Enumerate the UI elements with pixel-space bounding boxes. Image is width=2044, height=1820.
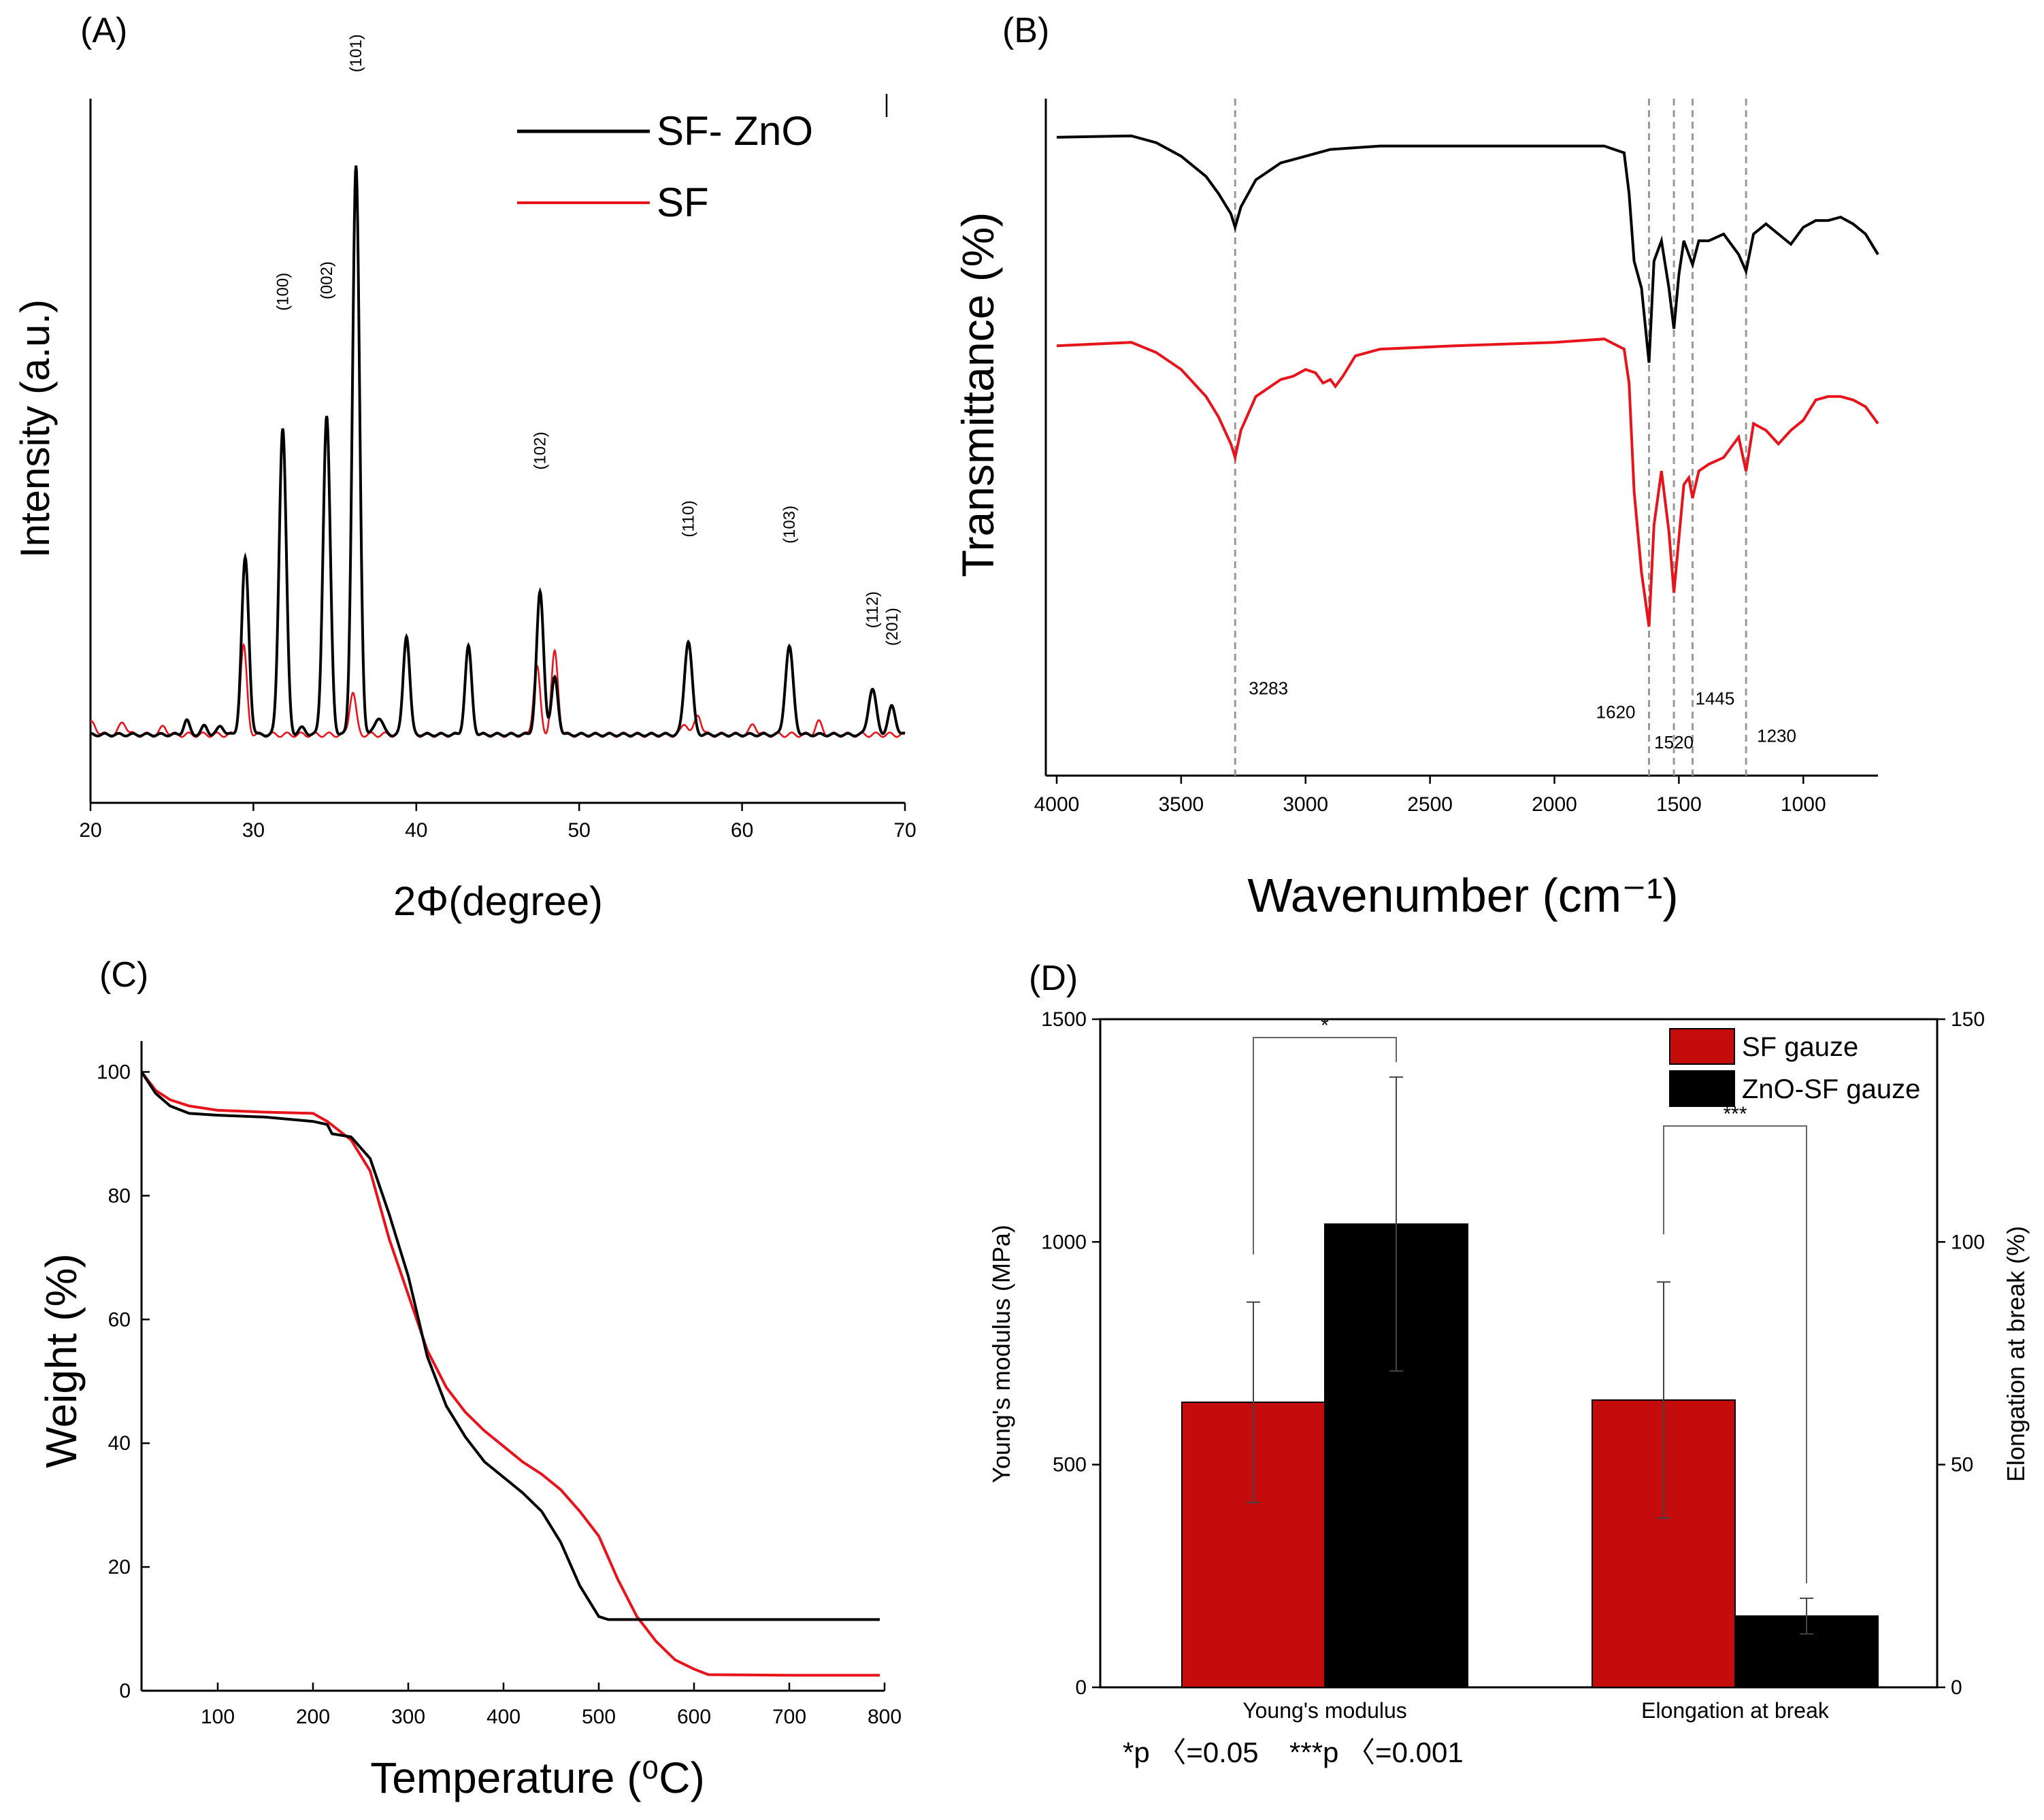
panel-c-series-sf: [140, 1071, 880, 1677]
d-category-label-1: Elongation at break: [1641, 1698, 1830, 1723]
panel-a-x-ticks: 20 30 40 50 60 70: [79, 803, 917, 842]
panel-b-ylabel: Transmittance (%): [953, 212, 1003, 578]
c-ytick-label-80: 80: [108, 1185, 131, 1207]
a-peak-label-6: (112): [863, 591, 882, 628]
d-ytick-label-1500: 1500: [1041, 1008, 1087, 1031]
legend-label-sf-zno: SF- ZnO: [657, 108, 813, 154]
b-wn-label-3283: 3283: [1249, 678, 1288, 699]
b-xtick-label-1500: 1500: [1656, 793, 1702, 816]
panel-b-letter: (B): [1002, 11, 1049, 50]
panel-a-ylabel: Intensity (a.u.): [12, 299, 58, 558]
b-wn-label-1620: 1620: [1596, 701, 1636, 722]
panel-d-category-labels: Young's modulus Elongation at break: [1242, 1698, 1830, 1723]
d-y2tick-label-100: 100: [1951, 1231, 1985, 1253]
d-legend-label-1: ZnO-SF gauze: [1742, 1074, 1920, 1104]
b-xtick-label-2000: 2000: [1532, 793, 1577, 816]
panel-d-y2-ticks: 0 50 100 150: [1937, 1008, 1985, 1699]
panel-d-ylabel: Young's modulus (MPa): [987, 1225, 1015, 1483]
panel-b-x-ticks: 4000 3500 3000 2500 2000 1500 1000: [1034, 776, 1826, 816]
panel-c-xlabel: Temperature (⁰C): [370, 1753, 705, 1802]
panel-d-error-bars: [1247, 1076, 1813, 1635]
b-wn-label-1520: 1520: [1654, 732, 1694, 752]
panel-b-xlabel: Wavenumber (cm⁻¹): [1247, 869, 1678, 922]
panel-b: (B) 4000 3500 3000 2500 2000 1500 1000 3283 162…: [953, 11, 1879, 922]
panel-a: (A) 20 30 40 50 60 70 (100) (002) (101) (102) (11…: [12, 11, 917, 924]
panel-c-letter: (C): [99, 955, 148, 995]
a-xtick-label-60: 60: [731, 819, 753, 842]
d-ytick-label-1000: 1000: [1041, 1231, 1087, 1253]
c-xtick-label-500: 500: [582, 1706, 616, 1728]
b-wn-label-1230: 1230: [1757, 725, 1796, 746]
d-sig-bracket-0: [1253, 1037, 1397, 1255]
d-legend-swatch-0: [1669, 1028, 1735, 1065]
c-ytick-label-20: 20: [108, 1556, 131, 1578]
c-xtick-label-800: 800: [868, 1706, 902, 1728]
panel-d-significance-brackets: ****: [1253, 1014, 1807, 1584]
c-xtick-label-400: 400: [487, 1706, 521, 1728]
a-peak-label-4: (110): [680, 501, 698, 537]
d-sig-stars-0: *: [1321, 1014, 1329, 1037]
panel-a-peak-labels: (100) (002) (101) (102) (110) (103) (112) (201): [274, 34, 901, 646]
a-peak-label-5: (103): [780, 506, 799, 544]
b-xtick-label-3500: 3500: [1159, 793, 1204, 816]
panel-c-y-ticks: 0 20 40 60 80 100: [97, 1061, 150, 1702]
d-y2tick-label-150: 150: [1951, 1008, 1985, 1031]
panel-d-legend: SF gauze ZnO-SF gauze: [1669, 1028, 1920, 1107]
significance-note-2: ***p 〈=0.001: [1289, 1736, 1464, 1768]
significance-note-1: *p 〈=0.05: [1123, 1736, 1259, 1768]
a-peak-label-0: (100): [274, 273, 292, 311]
a-peak-label-2: (101): [347, 34, 365, 72]
panel-c-series-sf-zno: [140, 1071, 880, 1621]
c-ytick-label-60: 60: [108, 1308, 131, 1331]
panel-b-series-sf-zno: [1056, 134, 1879, 363]
c-ytick-label-40: 40: [108, 1432, 131, 1455]
panel-a-series-sf-zno: [90, 165, 906, 738]
b-xtick-label-3000: 3000: [1283, 793, 1328, 816]
a-peak-label-7: (201): [883, 608, 902, 646]
panel-d-letter: (D): [1029, 959, 1078, 998]
b-xtick-label-1000: 1000: [1781, 793, 1826, 816]
a-xtick-label-20: 20: [79, 819, 101, 842]
legend-label-sf: SF: [657, 180, 709, 225]
a-xtick-label-50: 50: [568, 819, 591, 842]
d-sig-bracket-1: [1663, 1125, 1807, 1584]
d-y2tick-label-0: 0: [1951, 1676, 1962, 1699]
d-legend-label-0: SF gauze: [1742, 1032, 1858, 1062]
panel-d: (D) 0 500 1000 1500 0 50 100 150 **** Young's …: [987, 959, 2030, 1768]
d-ytick-label-500: 500: [1053, 1454, 1087, 1476]
a-peak-label-1: (002): [318, 261, 336, 299]
panel-c-x-ticks: 100 200 300 400 500 600 700 800: [201, 1683, 902, 1728]
c-xtick-label-100: 100: [201, 1706, 235, 1728]
c-ytick-label-100: 100: [97, 1061, 131, 1083]
d-category-label-0: Young's modulus: [1242, 1698, 1407, 1723]
panel-c: (C) 100 200 300 400 500 600 700 800 0 20 40 60 80 10…: [37, 955, 902, 1802]
c-xtick-label-600: 600: [677, 1706, 711, 1728]
panel-c-ylabel: Weight (%): [37, 1253, 86, 1468]
panel-b-wavenumber-labels: 3283 1620 1520 1445 1230: [1249, 678, 1796, 753]
panel-a-letter: (A): [80, 11, 127, 50]
a-peak-label-3: (102): [531, 431, 550, 469]
b-xtick-label-2500: 2500: [1407, 793, 1453, 816]
panel-d-y-ticks: 0 500 1000 1500: [1041, 1008, 1100, 1699]
c-xtick-label-700: 700: [772, 1706, 806, 1728]
a-xtick-label-30: 30: [242, 819, 265, 842]
a-xtick-label-70: 70: [893, 819, 916, 842]
d-ytick-label-0: 0: [1075, 1676, 1087, 1699]
panel-d-plot-frame: [1099, 1018, 1939, 1689]
b-xtick-label-4000: 4000: [1034, 793, 1080, 816]
d-y2tick-label-50: 50: [1951, 1454, 1973, 1476]
panel-b-reference-lines: [1234, 99, 1747, 776]
c-xtick-label-300: 300: [391, 1706, 425, 1728]
c-xtick-label-200: 200: [296, 1706, 330, 1728]
panel-b-series-sf: [1056, 337, 1879, 627]
b-wn-label-1445: 1445: [1696, 689, 1735, 709]
panel-d-y2label: Elongation at break (%): [2002, 1226, 2030, 1482]
panel-a-xlabel: 2Φ(degree): [393, 878, 603, 924]
panel-d-bars: [1181, 1223, 1879, 1689]
a-xtick-label-40: 40: [405, 819, 427, 842]
d-legend-swatch-1: [1669, 1070, 1735, 1107]
panel-a-legend: SF- ZnO SF: [517, 108, 813, 225]
c-ytick-label-0: 0: [119, 1680, 131, 1702]
